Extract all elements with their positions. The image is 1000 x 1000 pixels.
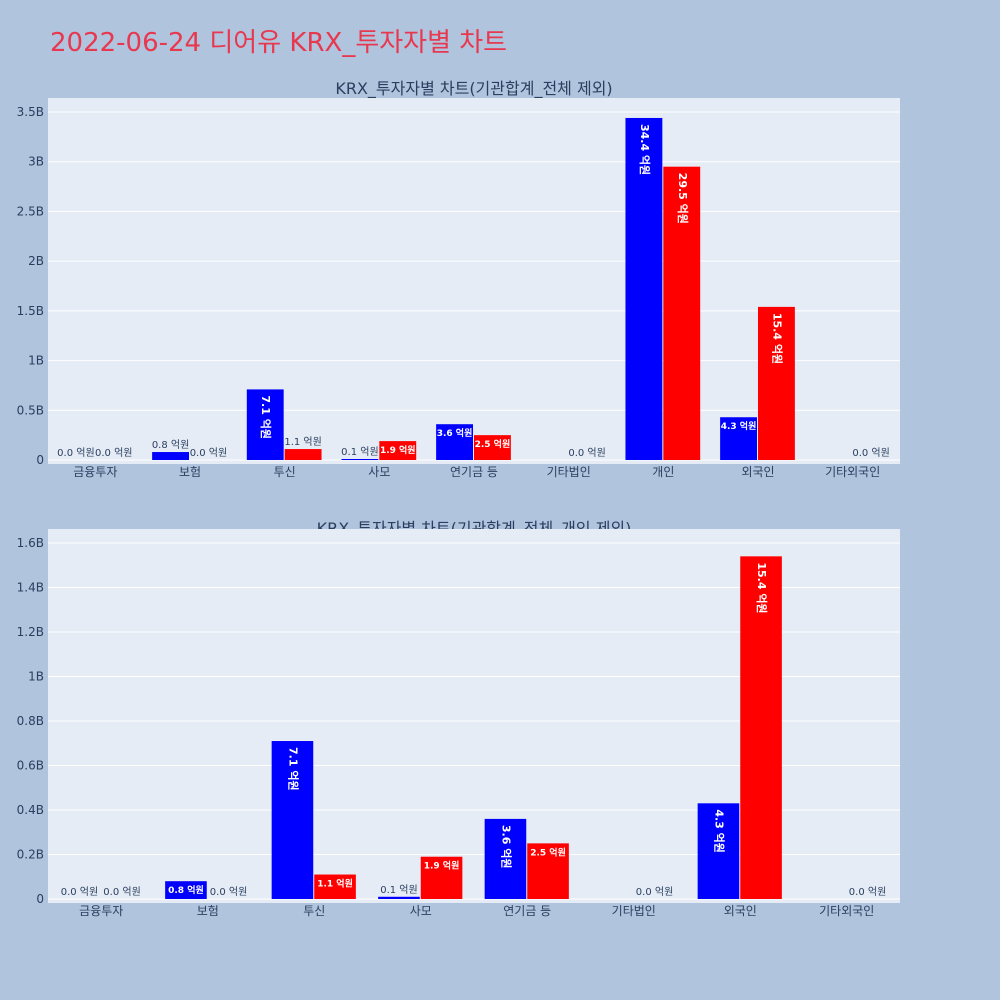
y-tick-label: 1.6B: [17, 536, 44, 550]
x-tick-label: 금융투자: [73, 465, 117, 479]
y-tick-label: 1.2B: [17, 625, 44, 639]
bar: [165, 881, 207, 899]
bar: [436, 424, 473, 460]
data-label: 15.4 억원: [755, 562, 769, 613]
bar: [246, 389, 284, 460]
y-tick-label: 1B: [28, 670, 44, 684]
y-tick-label: 0: [36, 453, 44, 467]
data-label: 2.5 억원: [530, 846, 566, 858]
data-label: 0.8 억원: [168, 884, 204, 896]
x-tick-label: 외국인: [724, 904, 757, 918]
bar: [378, 896, 420, 899]
page-title: 2022-06-24 디어유 KRX_투자자별 차트: [50, 28, 508, 58]
chart-institutions-excluded-total: KRX_투자자별 차트(기관합계_전체 제외) 0 0.5B 1B 1.5B 2B 2.5B…: [17, 79, 900, 479]
bar: [527, 843, 569, 899]
y-tick-label: 3B: [28, 155, 44, 169]
bar: [379, 441, 417, 460]
chart-title: KRX_투자자별 차트(기관합계_전체 제외): [335, 79, 612, 99]
data-label: 34.4 억원: [638, 124, 652, 175]
data-label: 0.0 억원: [103, 886, 140, 898]
data-label: 0.0 억원: [210, 886, 247, 898]
bar: [697, 803, 740, 899]
data-label: 0.0 억원: [849, 886, 886, 898]
data-label: 0.8 억원: [152, 439, 189, 451]
bar: [152, 452, 189, 460]
bar: [271, 741, 314, 899]
x-tick-label: 사모: [410, 904, 432, 918]
x-tick-label: 사모: [368, 465, 390, 479]
y-tick-label: 3.5B: [17, 105, 44, 119]
x-tick-label: 기타외국인: [819, 904, 874, 918]
data-label: 4.3 억원: [721, 420, 757, 432]
x-tick-label: 기타법인: [612, 904, 656, 918]
bar: [740, 556, 782, 899]
data-label: 3.6 억원: [499, 825, 513, 869]
y-tick-label: 0.6B: [17, 759, 44, 773]
y-tick-label: 0.4B: [17, 803, 44, 817]
y-tick-label: 0.2B: [17, 848, 44, 862]
bar: [625, 117, 663, 461]
x-tick-label: 투신: [303, 904, 325, 918]
x-tick-label: 연기금 등: [450, 465, 498, 479]
y-tick-label: 0.8B: [17, 714, 44, 728]
data-label: 7.1 억원: [286, 747, 300, 791]
bar: [484, 818, 527, 899]
bar: [284, 449, 322, 460]
data-label: 0.1 억원: [380, 884, 417, 896]
bar: [474, 435, 511, 460]
chart-institutions-and-individual-excluded: KRX_투자자별 차트(기관합계_전체_개인 제외)00.2B0.4B0.6B0…: [17, 519, 900, 918]
x-tick-label: 기타외국인: [825, 465, 880, 479]
bar: [720, 417, 757, 460]
data-label: 15.4 억원: [770, 313, 784, 364]
y-tick-label: 2.5B: [17, 204, 44, 218]
data-label: 4.3 억원: [712, 809, 726, 853]
bar: [663, 166, 701, 460]
y-tick-label: 0.5B: [17, 403, 44, 417]
x-tick-label: 개인: [652, 465, 674, 479]
data-label: 7.1 억원: [259, 395, 273, 439]
data-label: 1.1 억원: [317, 878, 353, 890]
data-label: 0.0 억원: [190, 447, 227, 459]
x-tick-label: 투신: [274, 465, 296, 479]
data-label: 0.0 억원: [568, 447, 605, 459]
x-tick-label: 연기금 등: [503, 904, 551, 918]
x-tick-label: 보험: [197, 904, 219, 918]
data-label: 0.0 억원: [95, 447, 132, 459]
bar: [341, 459, 379, 460]
x-tick-label: 금융투자: [79, 904, 123, 918]
y-tick-label: 1B: [28, 354, 44, 368]
data-label: 0.0 억원: [636, 886, 673, 898]
data-label: 0.1 억원: [341, 446, 378, 458]
data-label: 0.0 억원: [852, 447, 889, 459]
bar: [420, 856, 463, 899]
y-tick-label: 0: [36, 892, 44, 906]
data-label: 0.0 억원: [57, 447, 94, 459]
x-tick-label: 외국인: [741, 465, 774, 479]
x-tick-label: 기타법인: [547, 465, 591, 479]
bar: [758, 306, 795, 460]
data-label: 1.9 억원: [424, 860, 460, 872]
data-label: 2.5 억원: [475, 438, 511, 450]
data-label: 1.9 억원: [380, 444, 416, 456]
x-tick-label: 보험: [179, 465, 201, 479]
data-label: 0.0 억원: [61, 886, 98, 898]
y-tick-label: 1.5B: [17, 304, 44, 318]
data-label: 3.6 억원: [437, 427, 473, 439]
bar: [314, 874, 356, 899]
y-tick-label: 2B: [28, 254, 44, 268]
data-label: 29.5 억원: [676, 173, 690, 224]
data-label: 1.1 억원: [284, 436, 321, 448]
y-tick-label: 1.4B: [17, 581, 44, 595]
